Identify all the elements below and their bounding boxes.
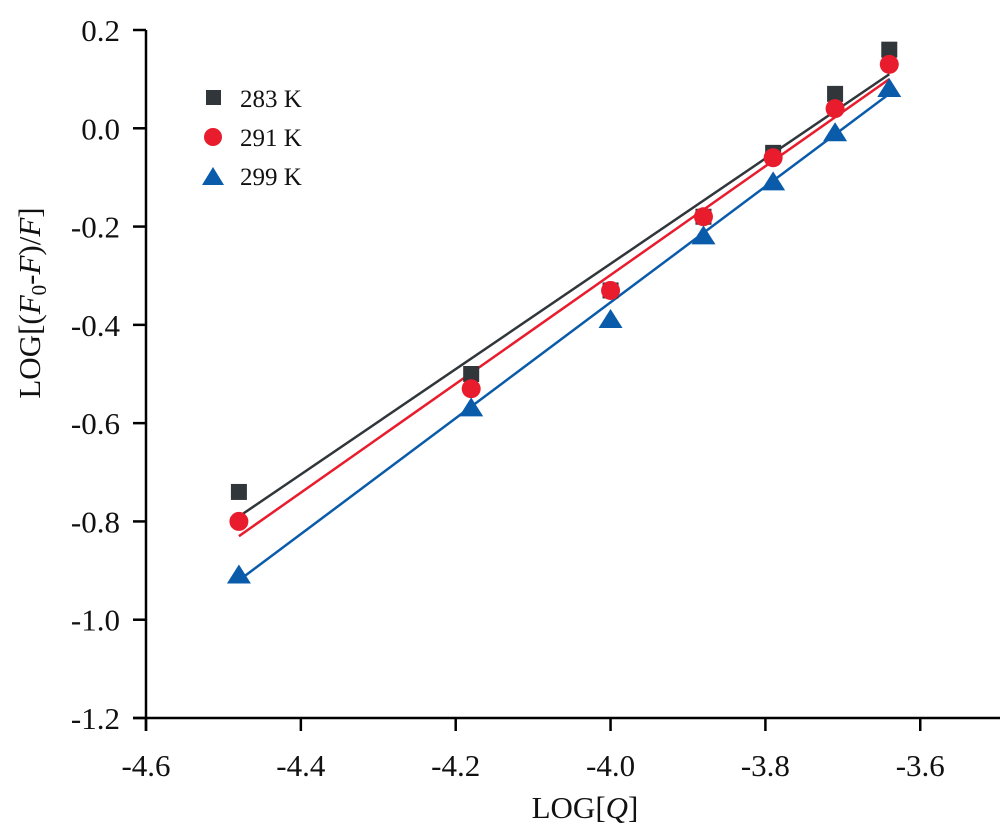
fit-line-299k xyxy=(238,92,891,582)
x-tick-label: -4.4 xyxy=(276,748,326,783)
data-point-291k xyxy=(825,99,845,119)
data-point-299k xyxy=(691,225,716,245)
y-tick-label: 0.2 xyxy=(81,13,120,48)
x-ticks: -4.6 -4.4 -4.2 -4.0 -3.8 -3.6 xyxy=(121,718,945,783)
data-markers xyxy=(226,41,902,584)
data-point-291k xyxy=(601,280,621,300)
legend-item-291k: 291 K xyxy=(204,125,302,152)
data-point-299k xyxy=(823,122,848,142)
data-point-299k xyxy=(761,171,786,191)
data-point-299k xyxy=(877,77,902,97)
legend-triangle-icon xyxy=(202,167,224,185)
legend-label: 291 K xyxy=(240,125,302,152)
y-tick-label: -0.4 xyxy=(71,308,121,343)
x-tick-label: -3.6 xyxy=(896,748,945,783)
data-point-291k xyxy=(879,54,899,74)
y-tick-label: -0.2 xyxy=(71,210,120,245)
data-point-291k xyxy=(693,207,713,227)
data-point-291k xyxy=(229,511,249,531)
axes xyxy=(133,30,1000,731)
y-axis-label: LOG[(F0-F)/F] xyxy=(12,207,51,398)
fit-line-291k xyxy=(238,78,891,538)
legend-square-icon xyxy=(206,90,221,105)
fit-line-283k xyxy=(238,73,890,518)
y-tick-label: -0.8 xyxy=(71,504,120,539)
y-tick-label: -1.2 xyxy=(71,701,120,736)
data-point-283k xyxy=(827,85,844,102)
data-point-299k xyxy=(598,308,623,328)
legend-item-283k: 283 K xyxy=(206,86,302,113)
fit-lines xyxy=(238,73,891,582)
y-tick-label: -1.0 xyxy=(71,603,120,638)
x-tick-label: -4.6 xyxy=(121,748,170,783)
legend-label: 283 K xyxy=(240,86,302,113)
legend-circle-icon xyxy=(204,128,222,146)
legend-item-299k: 299 K xyxy=(202,164,302,191)
y-tick-label: 0.0 xyxy=(81,111,120,146)
x-tick-label: -3.8 xyxy=(741,748,790,783)
y-ticks: 0.2 0.0 -0.2 -0.4 -0.6 -0.8 -1.0 -1.2 xyxy=(71,13,146,736)
x-axis-label: LOG[Q] xyxy=(532,790,639,825)
data-point-283k xyxy=(230,483,247,500)
legend: 283 K 291 K 299 K xyxy=(202,86,302,191)
legend-label: 299 K xyxy=(240,164,302,191)
data-point-283k xyxy=(463,366,480,382)
data-point-299k xyxy=(459,397,484,417)
data-point-291k xyxy=(461,379,481,399)
data-point-299k xyxy=(226,564,251,584)
data-point-291k xyxy=(763,148,783,168)
x-tick-label: -4.0 xyxy=(586,748,635,783)
data-point-283k xyxy=(881,41,898,58)
x-tick-label: -4.2 xyxy=(431,748,480,783)
y-tick-label: -0.6 xyxy=(71,406,120,441)
